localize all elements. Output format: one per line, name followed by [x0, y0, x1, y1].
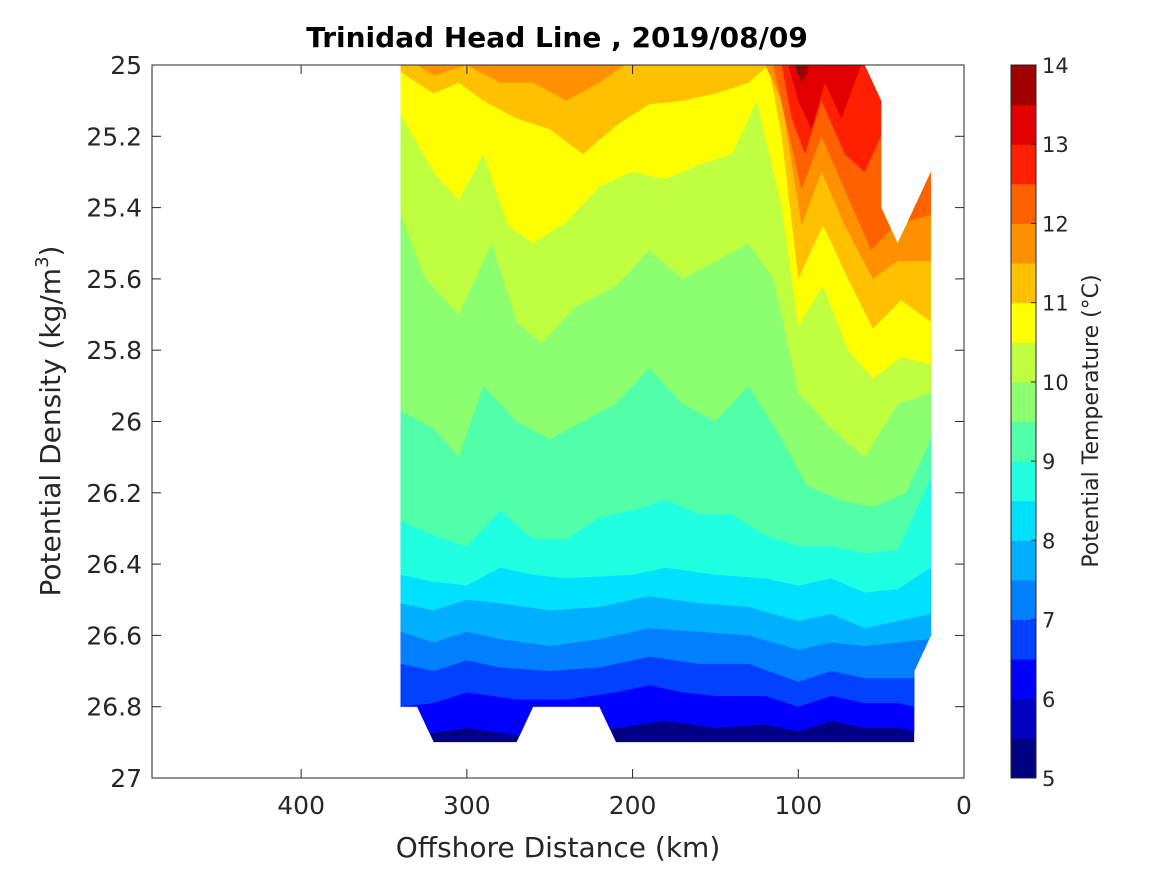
y-tick-label: 26.4 [86, 550, 142, 579]
contour-fill-layer [400, 65, 931, 743]
colorbar-tick-label: 9 [1042, 450, 1055, 474]
x-tick-label: 200 [609, 791, 657, 820]
colorbar-swatch [1011, 619, 1036, 660]
colorbar-tick-label: 12 [1042, 212, 1069, 236]
y-axis-title-main: Potential Density (kg/m [34, 268, 67, 597]
y-tick-label: 26.2 [86, 479, 142, 508]
colorbar-swatch [1011, 579, 1036, 621]
contour-band-10.5 [400, 65, 931, 379]
x-tick-label: 400 [277, 791, 325, 820]
y-tick-label: 26.8 [86, 693, 142, 722]
y-tick-label: 25 [110, 51, 142, 80]
y-tick-label: 25.8 [86, 336, 142, 365]
colorbar-swatch [1011, 65, 1036, 106]
colorbar-swatch [1011, 421, 1036, 462]
colorbar-title: Potential Temperature (°C) [1079, 274, 1104, 567]
colorbar-swatch [1011, 223, 1036, 264]
colorbar-swatch [1011, 500, 1036, 541]
colorbar-swatch [1011, 659, 1036, 700]
y-tick-label: 26 [110, 408, 142, 437]
colorbar-swatch [1011, 698, 1036, 739]
y-axis-title-close: ) [34, 246, 67, 257]
chart-title: Trinidad Head Line , 2019/08/09 [306, 21, 808, 54]
x-tick-label: 0 [956, 791, 972, 820]
y-tick-label: 25.2 [86, 122, 142, 151]
colorbar-swatch [1011, 263, 1036, 304]
y-tick-label: 25.4 [86, 194, 142, 223]
colorbar-tick-label: 6 [1042, 688, 1055, 712]
colorbar-swatch [1011, 381, 1036, 422]
x-axis: 400 300 200 100 0 [277, 65, 972, 820]
x-tick-label: 100 [774, 791, 822, 820]
colorbar-swatch [1011, 342, 1036, 383]
x-axis-title: Offshore Distance (km) [396, 831, 721, 864]
y-tick-label: 26.6 [86, 621, 142, 650]
colorbar-tick-label: 8 [1042, 529, 1055, 553]
y-tick-label: 25.6 [86, 265, 142, 294]
colorbar-swatch [1011, 540, 1036, 581]
colorbar-tick-label: 10 [1042, 371, 1069, 395]
colorbar-swatch [1011, 738, 1036, 779]
y-tick-label: 27 [110, 764, 142, 793]
colorbar-swatch [1011, 183, 1036, 224]
colorbar-frame [1010, 64, 1037, 779]
colorbar-tick-label: 13 [1042, 133, 1069, 157]
y-axis: 25 25.2 25.4 25.6 25.8 26 26.2 26.4 26.6 26.8 27 [86, 51, 964, 793]
colorbar-tick-label: 5 [1042, 767, 1055, 791]
colorbar-swatch [1011, 144, 1036, 185]
colorbar [1010, 64, 1037, 779]
contour-band-13 [788, 65, 862, 130]
colorbar-tick-label: 14 [1042, 54, 1069, 78]
x-tick-label: 300 [443, 791, 491, 820]
colorbar-swatch [1011, 302, 1036, 343]
colorbar-swatch [1011, 461, 1036, 502]
colorbar-tick-label: 11 [1042, 292, 1069, 316]
colorbar-ticks: 5 6 7 8 9 10 11 12 13 14 [1031, 54, 1069, 791]
colorbar-tick-label: 7 [1042, 609, 1055, 633]
y-axis-title-superscript: 3 [32, 256, 53, 267]
y-axis-title: Potential Density (kg/m3) [32, 246, 67, 597]
colorbar-swatch [1011, 104, 1036, 145]
